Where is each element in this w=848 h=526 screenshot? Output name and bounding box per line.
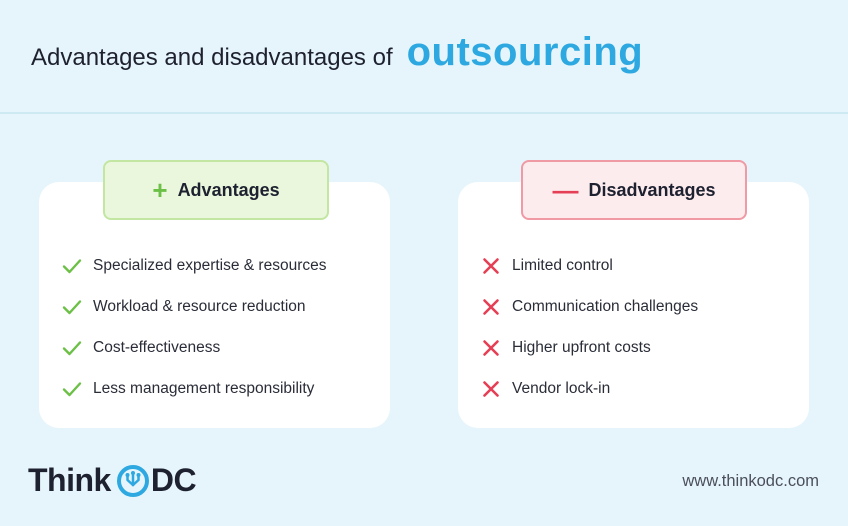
list-item: Specialized expertise & resources [62, 253, 326, 279]
list-item: Less management responsibility [62, 376, 326, 402]
advantage-text: Workload & resource reduction [93, 298, 306, 315]
list-item: Workload & resource reduction [62, 294, 326, 320]
disadvantage-text: Communication challenges [512, 298, 699, 315]
cross-icon [481, 257, 501, 275]
list-item: Higher upfront costs [481, 335, 698, 361]
logo-text-right: DC [150, 462, 197, 498]
advantages-badge: + Advantages [103, 160, 329, 220]
advantages-label: Advantages [177, 179, 280, 200]
list-item: Limited control [481, 253, 698, 279]
disadvantages-label: Disadvantages [588, 179, 716, 200]
thinkodc-logo: Think DC [28, 462, 197, 499]
minus-icon: — [552, 175, 579, 205]
advantages-list: Specialized expertise & resources Worklo… [62, 253, 326, 417]
advantage-text: Specialized expertise & resources [93, 257, 327, 274]
advantages-card [39, 182, 390, 428]
website-url: www.thinkodc.com [682, 472, 819, 490]
list-item: Communication challenges [481, 294, 698, 320]
disadvantages-list: Limited control Communication challenges… [481, 253, 698, 417]
disadvantage-text: Limited control [512, 257, 613, 274]
disadvantages-card [458, 182, 809, 428]
check-icon [62, 340, 82, 356]
check-icon [62, 299, 82, 315]
header: Advantages and disadvantages of outsourc… [0, 0, 848, 114]
plus-icon: + [152, 175, 168, 205]
circuit-o-icon [116, 464, 149, 497]
check-icon [62, 381, 82, 397]
cross-icon [481, 298, 501, 316]
advantage-text: Less management responsibility [93, 380, 315, 397]
cross-icon [481, 380, 501, 398]
logo-text-left: Think [28, 462, 111, 498]
check-icon [62, 258, 82, 274]
cross-icon [481, 339, 501, 357]
list-item: Vendor lock-in [481, 376, 698, 402]
disadvantages-badge: — Disadvantages [521, 160, 747, 220]
title-accent: outsourcing [406, 30, 644, 74]
advantage-text: Cost-effectiveness [93, 339, 221, 356]
disadvantage-text: Vendor lock-in [512, 380, 611, 397]
list-item: Cost-effectiveness [62, 335, 326, 361]
page-title: Advantages and disadvantages of outsourc… [31, 30, 643, 75]
title-main: Advantages and disadvantages of [31, 44, 393, 71]
disadvantage-text: Higher upfront costs [512, 339, 651, 356]
